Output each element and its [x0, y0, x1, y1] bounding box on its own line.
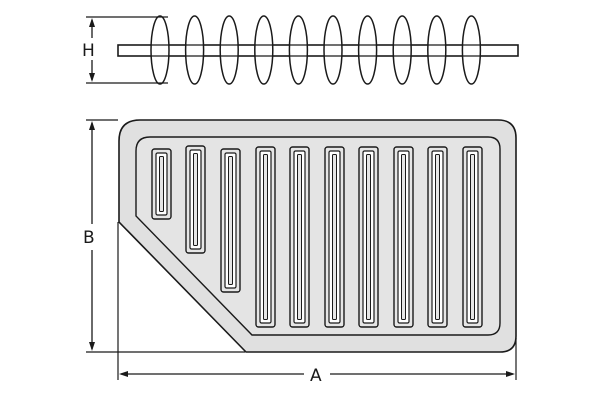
side-pleat: [461, 15, 482, 85]
side-pleat: [357, 15, 378, 85]
dim-h-arrow-top: [89, 18, 95, 27]
dim-a-arrow-left: [119, 371, 128, 377]
side-pleat: [392, 15, 412, 85]
dim-a-label: A: [310, 366, 322, 386]
top-view: [118, 119, 517, 353]
side-pleat: [323, 15, 343, 85]
side-pleat: [427, 15, 447, 85]
side-pleat: [184, 15, 205, 85]
dim-h-arrow-bottom: [89, 73, 95, 82]
side-frame-plate: [117, 44, 519, 57]
dimension-b: B: [83, 119, 245, 353]
side-pleat: [150, 15, 170, 85]
dim-b-arrow-top: [89, 121, 95, 130]
dimension-a: A: [117, 222, 517, 386]
pleat-slot-inner: [435, 154, 440, 320]
pleat-slot-inner: [470, 154, 475, 320]
side-pleat: [254, 15, 274, 85]
top-pleats: [151, 145, 483, 328]
pleat-slot-inner: [366, 154, 371, 320]
pleat-slot-inner: [401, 154, 406, 320]
pleat-slot-inner: [193, 153, 198, 246]
dimension-h: H: [82, 16, 168, 84]
pleat-slot-inner: [332, 154, 337, 320]
pleat-slot-inner: [228, 156, 233, 285]
pleat-slot-inner: [263, 154, 268, 320]
pleat-slot-inner: [297, 154, 302, 320]
dim-b-label: B: [83, 228, 95, 248]
dim-a-arrow-right: [506, 371, 515, 377]
side-view: [117, 15, 519, 85]
dim-b-arrow-bottom: [89, 342, 95, 351]
pleat-slot-inner: [159, 156, 164, 212]
side-pleat: [219, 15, 239, 85]
dim-h-label: H: [82, 41, 95, 61]
side-pleat: [288, 15, 309, 85]
side-pleats: [150, 15, 482, 85]
